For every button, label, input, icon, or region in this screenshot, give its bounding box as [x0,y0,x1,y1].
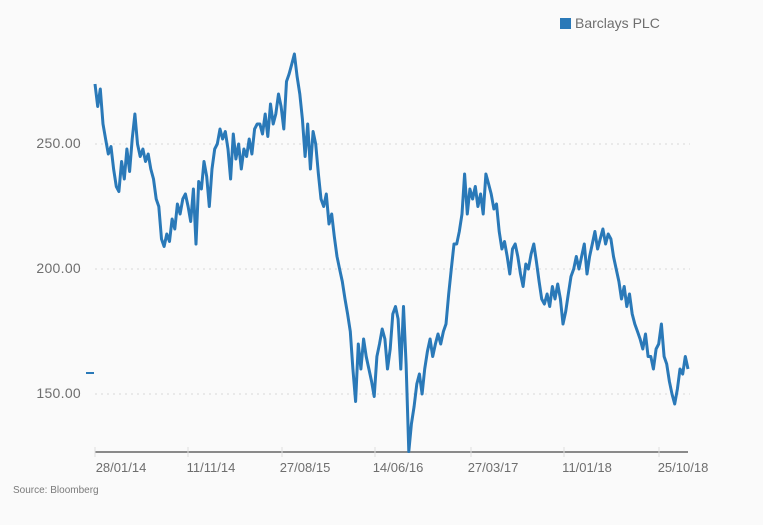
barclays-price-line [93,52,690,453]
y-tick-250: 250.00 [36,135,81,151]
legend: Barclays PLC [560,15,660,31]
x-tick-label: 25/10/18 [657,460,709,475]
legend-swatch-icon [560,17,571,29]
x-tick-label: 11/11/14 [186,460,236,475]
x-tick-marks [94,447,660,457]
y-tick-150: 150.00 [36,385,81,401]
x-tick-label: 11/01/18 [562,460,612,475]
legend-label: Barclays PLC [575,15,660,31]
x-tick-label: 14/06/16 [372,460,424,475]
y-tick-200: 200.00 [36,260,81,276]
source-note: Source: Bloomberg [13,485,99,496]
gridlines [95,143,690,395]
x-tick-label: 27/08/15 [279,460,331,475]
x-tick-label: 27/03/17 [467,460,519,475]
x-tick-label: 28/01/14 [95,460,147,475]
